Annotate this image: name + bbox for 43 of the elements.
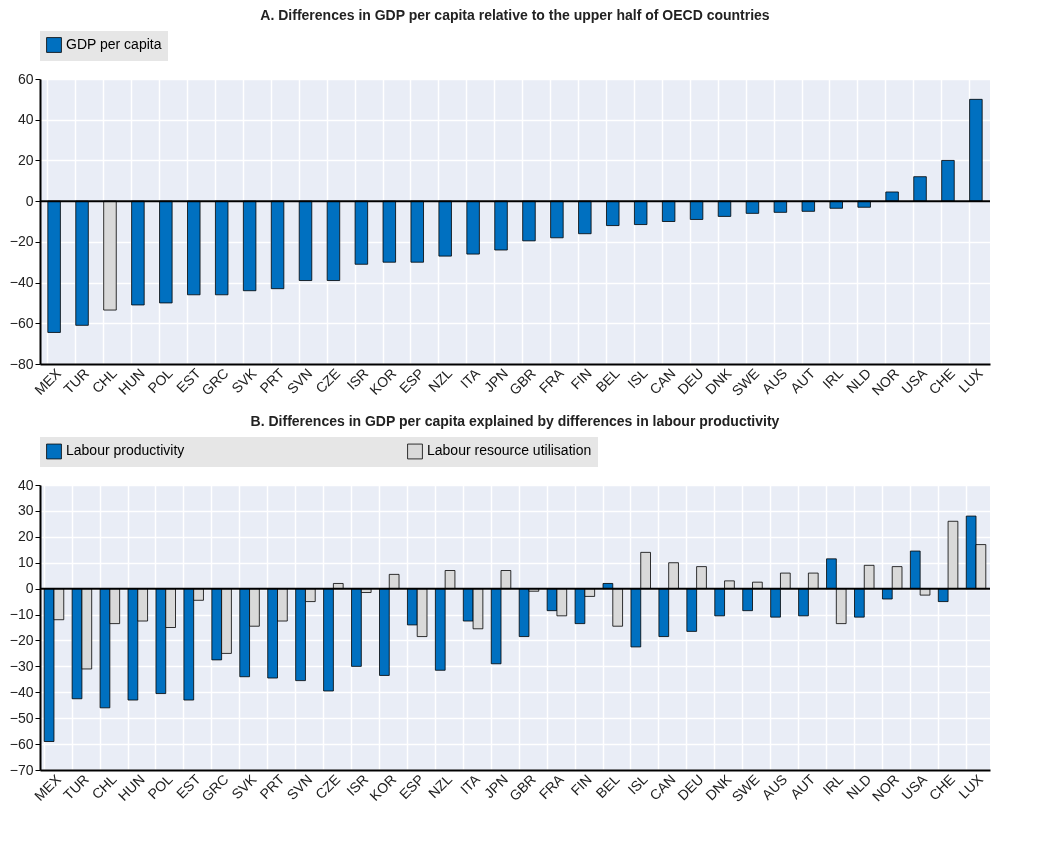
x-tick-label: FRA: [535, 364, 568, 397]
chart-title: B. Differences in GDP per capita explained by differences in labour productivity: [250, 413, 780, 429]
x-tick-label: POL: [144, 364, 176, 397]
x-tick-label: ITA: [457, 364, 484, 392]
x-tick-label: USA: [898, 364, 931, 397]
x-tick-label: NZL: [425, 364, 456, 396]
chart-title: A. Differences in GDP per capita relative to the upper half of OECD countries: [260, 7, 770, 23]
y-tick-label: 40: [17, 111, 34, 128]
x-tick-label: NZL: [425, 770, 456, 802]
x-tick-label: ISL: [624, 770, 651, 798]
y-tick-label: 30: [17, 502, 34, 519]
y-tick-label: −20: [9, 233, 34, 250]
y-tick-label: −20: [9, 631, 34, 648]
y-tick-label: −70: [9, 761, 34, 778]
y-tick-label: −80: [9, 355, 34, 372]
y-tick-label: −10: [9, 606, 34, 623]
legend-label: Labour resource utilisation: [427, 442, 592, 459]
y-tick-label: 40: [17, 476, 34, 493]
y-tick-label: −60: [9, 314, 34, 331]
x-tick-label: IRL: [819, 364, 847, 392]
y-tick-label: 0: [25, 580, 34, 597]
legend-label: GDP per capita: [66, 36, 162, 52]
x-tick-label: FIN: [567, 365, 595, 393]
y-tick-label: −50: [9, 709, 34, 726]
y-tick-label: −30: [9, 657, 34, 674]
x-tick-label: FRA: [535, 770, 568, 803]
y-tick-label: −40: [9, 683, 34, 700]
x-tick-label: BEL: [592, 364, 623, 396]
x-tick-label: ISL: [624, 364, 651, 392]
x-tick-label: BEL: [592, 770, 623, 802]
y-tick-label: −40: [9, 274, 34, 291]
x-tick-label: POL: [144, 770, 176, 803]
y-tick-label: 20: [17, 528, 34, 545]
x-tick-label: USA: [898, 770, 931, 803]
x-tick-label: FIN: [567, 771, 595, 799]
y-tick-label: −60: [9, 735, 34, 752]
legend-label: Labour productivity: [66, 442, 185, 459]
y-tick-label: 10: [17, 554, 34, 571]
x-tick-label: ITA: [457, 770, 484, 798]
y-tick-label: 60: [17, 70, 34, 87]
x-tick-label: IRL: [819, 770, 847, 798]
y-tick-label: 0: [25, 192, 34, 209]
y-tick-label: 20: [17, 151, 34, 168]
